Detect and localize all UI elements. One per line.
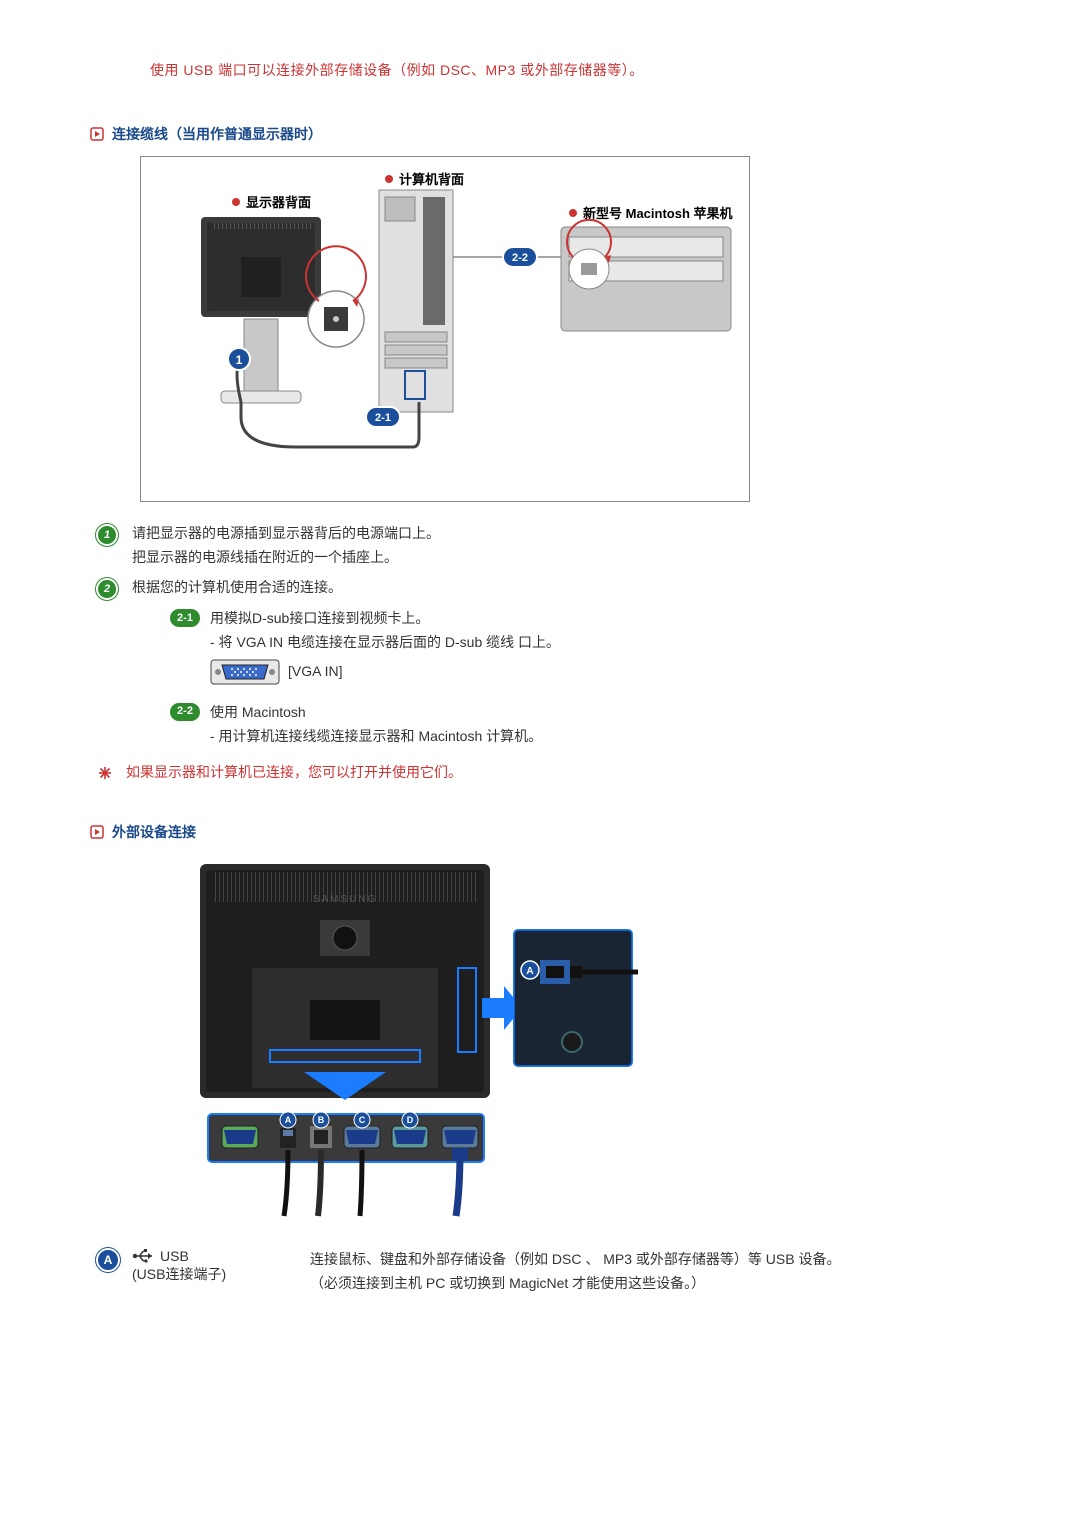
svg-text:2-1: 2-1: [375, 412, 391, 424]
asterisk-icon: [98, 766, 112, 780]
step-2-text: 根据您的计算机使用合适的连接。: [132, 576, 990, 600]
section-2-heading: 外部设备连接: [90, 822, 990, 842]
step-2-2-line-b: - 用计算机连接线缆连接显示器和 Macintosh 计算机。: [210, 725, 990, 749]
port-a-description: A USB (USB连接端子) 连接鼠标、键盘和外部存储设备（例如 DSC 、 …: [90, 1248, 990, 1296]
step-1: 1 请把显示器的电源插到显示器背后的电源端口上。 把显示器的电源线插在附近的一个…: [90, 522, 990, 570]
steps-list: 1 请把显示器的电源插到显示器背后的电源端口上。 把显示器的电源线插在附近的一个…: [90, 522, 990, 782]
label-mac: 新型号 Macintosh 苹果机: [583, 206, 733, 221]
step-1-line-a: 请把显示器的电源插到显示器背后的电源端口上。: [132, 522, 990, 546]
intro-text: 使用 USB 端口可以连接外部存储设备（例如 DSC、MP3 或外部存储器等）。: [150, 60, 990, 80]
svg-text:B: B: [318, 1115, 325, 1125]
usb-icon: [132, 1249, 154, 1263]
section-1-title: 连接缆线（当用作普通显示器时）: [112, 124, 322, 144]
svg-text:2-2: 2-2: [512, 252, 528, 264]
note-row: 如果显示器和计算机已连接，您可以打开并使用它们。: [90, 762, 990, 782]
vga-label: [VGA IN]: [288, 660, 342, 684]
label-monitor: 显示器背面: [246, 195, 311, 210]
diagram-1: 显示器背面 计算机背面 新型号 Macintosh 苹果机 1: [140, 156, 748, 502]
svg-text:D: D: [407, 1115, 414, 1125]
usb-desc-2: （必须连接到主机 PC 或切换到 MagicNet 才能使用这些设备。）: [310, 1272, 990, 1296]
diagram-2: SAMSUNG A: [190, 860, 642, 1220]
note-text: 如果显示器和计算机已连接，您可以打开并使用它们。: [126, 762, 462, 782]
step-1-line-b: 把显示器的电源线插在附近的一个插座上。: [132, 546, 990, 570]
svg-text:A: A: [285, 1115, 292, 1125]
section-2-title: 外部设备连接: [112, 822, 196, 842]
step-1-number: 1: [96, 524, 118, 546]
svg-text:SAMSUNG: SAMSUNG: [313, 894, 378, 905]
usb-label: USB: [160, 1248, 189, 1264]
badge-2-2: 2-2: [170, 703, 200, 721]
step-2-2: 2-2 使用 Macintosh - 用计算机连接线缆连接显示器和 Macint…: [170, 701, 990, 749]
badge-2-1: 2-1: [170, 609, 200, 627]
section-1-heading: 连接缆线（当用作普通显示器时）: [90, 124, 990, 144]
step-2-1: 2-1 用模拟D-sub接口连接到视频卡上。 - 将 VGA IN 电缆连接在显…: [170, 607, 990, 692]
label-pc: 计算机背面: [399, 172, 464, 187]
step-2-1-line-a: 用模拟D-sub接口连接到视频卡上。: [210, 607, 990, 631]
vga-port-icon: [VGA IN]: [210, 659, 342, 685]
step-2-number: 2: [96, 578, 118, 600]
svg-text:A: A: [526, 966, 533, 977]
svg-text:1: 1: [236, 353, 243, 367]
usb-sublabel: (USB连接端子): [132, 1264, 226, 1284]
section-bullet-icon: [90, 825, 104, 839]
usb-desc-1: 连接鼠标、键盘和外部存储设备（例如 DSC 、 MP3 或外部存储器等）等 US…: [310, 1248, 990, 1272]
step-2-1-line-b: - 将 VGA IN 电缆连接在显示器后面的 D-sub 缆线 口上。: [210, 631, 990, 655]
step-2-2-line-a: 使用 Macintosh: [210, 701, 990, 725]
section-bullet-icon: [90, 127, 104, 141]
step-2: 2 根据您的计算机使用合适的连接。 2-1 用模拟D-sub接口连接到视频卡上。…: [90, 576, 990, 749]
svg-text:C: C: [359, 1115, 366, 1125]
port-letter-a: A: [96, 1248, 120, 1272]
